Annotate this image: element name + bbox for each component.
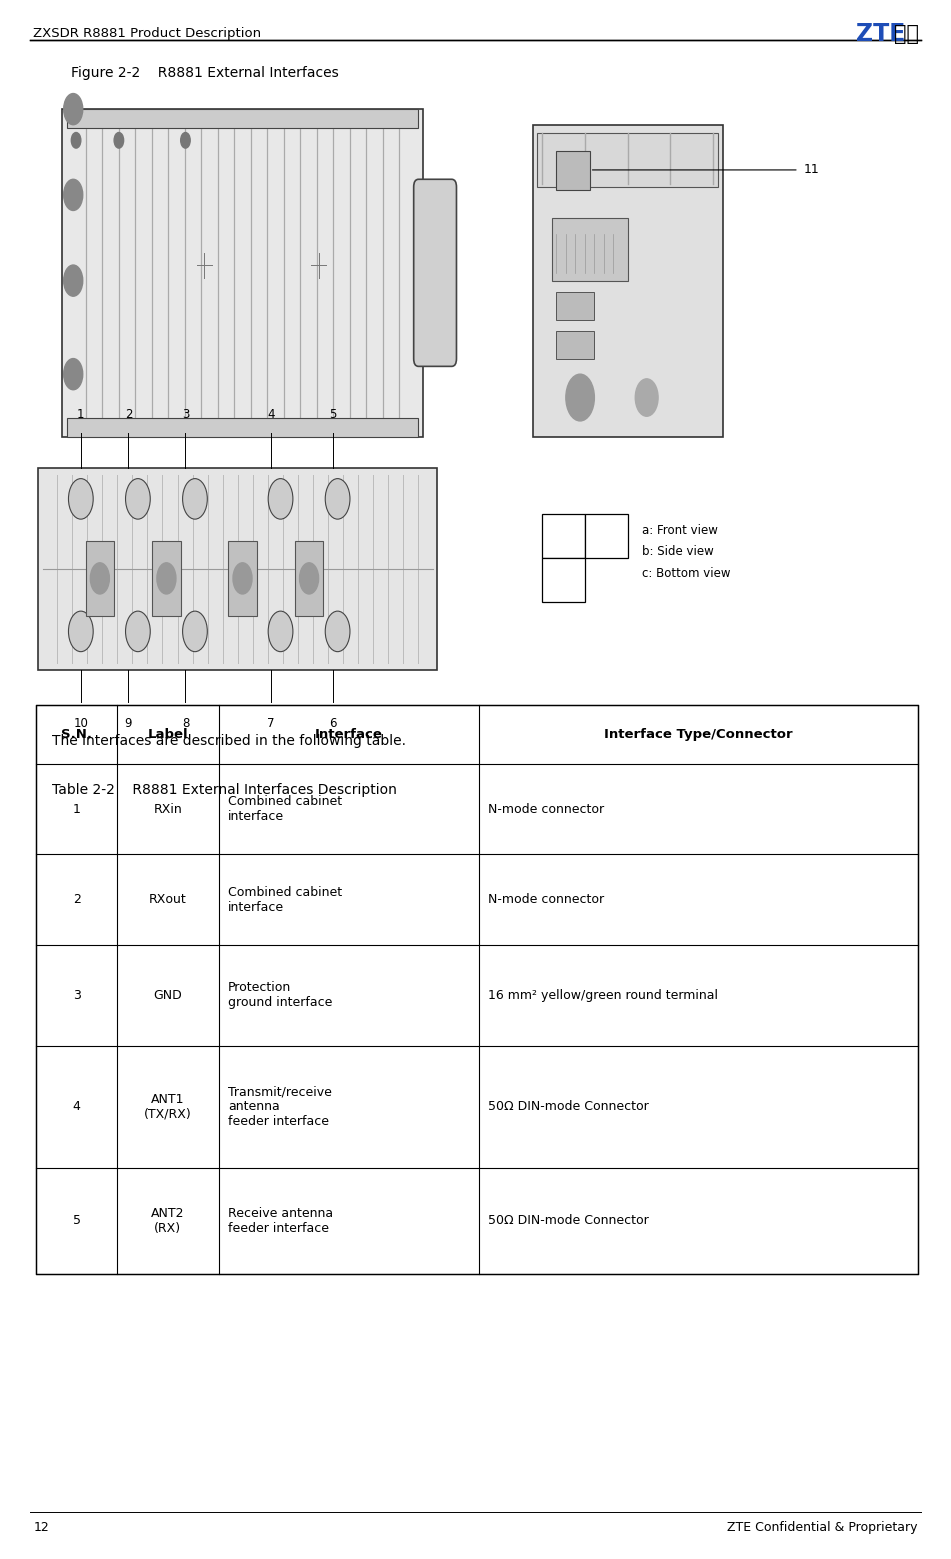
- Text: 9: 9: [125, 717, 132, 730]
- Text: N-mode connector: N-mode connector: [488, 893, 604, 906]
- Circle shape: [233, 563, 252, 594]
- Text: ZXSDR R8881 Product Description: ZXSDR R8881 Product Description: [33, 27, 262, 41]
- Text: 12: 12: [33, 1522, 49, 1534]
- Circle shape: [183, 611, 207, 652]
- Text: Protection
ground interface: Protection ground interface: [228, 982, 333, 1009]
- FancyBboxPatch shape: [414, 179, 456, 366]
- Bar: [152, 541, 181, 616]
- Bar: [556, 151, 590, 190]
- Text: ANT2
(RX): ANT2 (RX): [151, 1207, 184, 1235]
- Circle shape: [325, 479, 350, 519]
- Circle shape: [181, 133, 190, 148]
- Text: 1: 1: [73, 803, 81, 815]
- Text: N-mode connector: N-mode connector: [488, 803, 604, 815]
- Circle shape: [183, 479, 207, 519]
- Circle shape: [64, 265, 83, 296]
- Text: 3: 3: [73, 988, 81, 1002]
- Text: 10: 10: [73, 717, 88, 730]
- Text: a: Front view: a: Front view: [642, 524, 718, 536]
- Circle shape: [268, 479, 293, 519]
- Circle shape: [68, 611, 93, 652]
- Bar: [67, 418, 418, 437]
- Bar: [552, 218, 628, 281]
- Bar: [36, 705, 918, 1274]
- Text: 1: 1: [77, 408, 85, 421]
- Text: 5: 5: [72, 1214, 81, 1227]
- Text: Figure 2-2    R8881 External Interfaces: Figure 2-2 R8881 External Interfaces: [71, 67, 340, 80]
- Text: 2: 2: [125, 408, 132, 421]
- Text: 2: 2: [73, 893, 81, 906]
- Circle shape: [114, 133, 124, 148]
- Text: c: Bottom view: c: Bottom view: [642, 567, 730, 580]
- Text: Label: Label: [147, 728, 188, 741]
- Text: ZTE Confidential & Proprietary: ZTE Confidential & Proprietary: [728, 1522, 918, 1534]
- Text: 11: 11: [804, 164, 820, 176]
- Text: The interfaces are described in the following table.: The interfaces are described in the foll…: [52, 734, 406, 747]
- Bar: [542, 514, 585, 558]
- Text: S.N.: S.N.: [61, 728, 92, 741]
- Bar: [295, 541, 323, 616]
- Text: 16 mm² yellow/green round terminal: 16 mm² yellow/green round terminal: [488, 988, 718, 1002]
- Bar: [537, 133, 718, 187]
- Circle shape: [90, 563, 109, 594]
- Circle shape: [635, 379, 658, 416]
- Bar: [62, 109, 423, 437]
- Text: 3: 3: [182, 408, 189, 421]
- Text: Combined cabinet
interface: Combined cabinet interface: [228, 886, 342, 914]
- Circle shape: [126, 611, 150, 652]
- Bar: [556, 331, 594, 359]
- Text: 8: 8: [182, 717, 189, 730]
- Text: 4: 4: [267, 408, 275, 421]
- Text: 7: 7: [267, 717, 275, 730]
- Text: Receive antenna
feeder interface: Receive antenna feeder interface: [228, 1207, 333, 1235]
- Text: Combined cabinet
interface: Combined cabinet interface: [228, 795, 342, 823]
- Circle shape: [71, 133, 81, 148]
- Circle shape: [300, 563, 319, 594]
- Bar: [556, 292, 594, 320]
- Text: GND: GND: [153, 988, 183, 1002]
- Text: Interface: Interface: [315, 728, 382, 741]
- Circle shape: [325, 611, 350, 652]
- Text: 5: 5: [329, 408, 337, 421]
- Bar: [228, 541, 257, 616]
- Circle shape: [64, 94, 83, 125]
- Text: 4: 4: [73, 1101, 81, 1113]
- Circle shape: [126, 479, 150, 519]
- Text: 6: 6: [329, 717, 337, 730]
- Circle shape: [64, 179, 83, 210]
- Text: 50Ω DIN-mode Connector: 50Ω DIN-mode Connector: [488, 1101, 649, 1113]
- Text: RXin: RXin: [153, 803, 183, 815]
- Circle shape: [268, 611, 293, 652]
- Bar: [86, 541, 114, 616]
- Text: b: b: [602, 530, 611, 543]
- Text: c: c: [560, 574, 567, 586]
- Bar: [38, 468, 437, 670]
- Text: 50Ω DIN-mode Connector: 50Ω DIN-mode Connector: [488, 1214, 649, 1227]
- Bar: [542, 558, 585, 602]
- Bar: [585, 514, 628, 558]
- Text: b: Side view: b: Side view: [642, 546, 713, 558]
- Bar: [67, 109, 418, 128]
- Text: Interface Type/Connector: Interface Type/Connector: [604, 728, 792, 741]
- Text: Transmit/receive
antenna
feeder interface: Transmit/receive antenna feeder interfac…: [228, 1085, 332, 1129]
- Text: 中兴: 中兴: [894, 23, 919, 44]
- Text: RXout: RXout: [149, 893, 186, 906]
- Text: ZTE: ZTE: [856, 22, 905, 45]
- Circle shape: [64, 359, 83, 390]
- Circle shape: [68, 479, 93, 519]
- Circle shape: [157, 563, 176, 594]
- Text: Table 2-2    R8881 External Interfaces Description: Table 2-2 R8881 External Interfaces Desc…: [52, 784, 398, 797]
- Bar: [533, 125, 723, 437]
- Text: a: a: [559, 530, 568, 543]
- Text: ANT1
(TX/RX): ANT1 (TX/RX): [144, 1093, 192, 1121]
- Circle shape: [566, 374, 594, 421]
